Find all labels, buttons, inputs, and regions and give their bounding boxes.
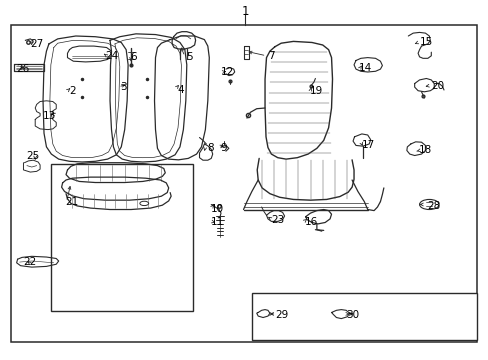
Text: 23: 23	[270, 215, 284, 225]
Text: 14: 14	[358, 63, 372, 73]
Text: 26: 26	[16, 64, 29, 74]
Text: 15: 15	[419, 37, 432, 48]
Text: 18: 18	[418, 145, 431, 156]
Text: 20: 20	[431, 81, 444, 91]
Text: 27: 27	[30, 39, 44, 49]
Text: 3: 3	[120, 82, 126, 92]
Text: 17: 17	[361, 140, 375, 150]
Text: 10: 10	[210, 204, 223, 214]
Text: 8: 8	[206, 143, 213, 153]
Text: 21: 21	[65, 197, 79, 207]
Text: 1: 1	[241, 5, 249, 18]
Text: 22: 22	[23, 257, 37, 267]
Text: 2: 2	[69, 86, 76, 96]
Bar	[251, 293, 476, 340]
Text: 25: 25	[26, 150, 40, 161]
Text: 13: 13	[43, 111, 57, 121]
Text: 4: 4	[177, 85, 184, 95]
Text: 29: 29	[274, 310, 288, 320]
Text: 12: 12	[221, 67, 234, 77]
Text: 7: 7	[268, 51, 275, 61]
Text: 30: 30	[346, 310, 359, 320]
Bar	[51, 164, 193, 311]
Ellipse shape	[140, 201, 148, 206]
Ellipse shape	[419, 199, 438, 210]
Text: 5: 5	[186, 51, 193, 62]
Text: 11: 11	[210, 217, 224, 228]
Text: 28: 28	[427, 201, 440, 211]
Text: 19: 19	[309, 86, 323, 96]
Text: 24: 24	[104, 51, 118, 61]
Bar	[11, 25, 476, 342]
Text: 9: 9	[220, 143, 227, 153]
Text: 16: 16	[304, 217, 317, 228]
Text: 6: 6	[130, 51, 137, 62]
